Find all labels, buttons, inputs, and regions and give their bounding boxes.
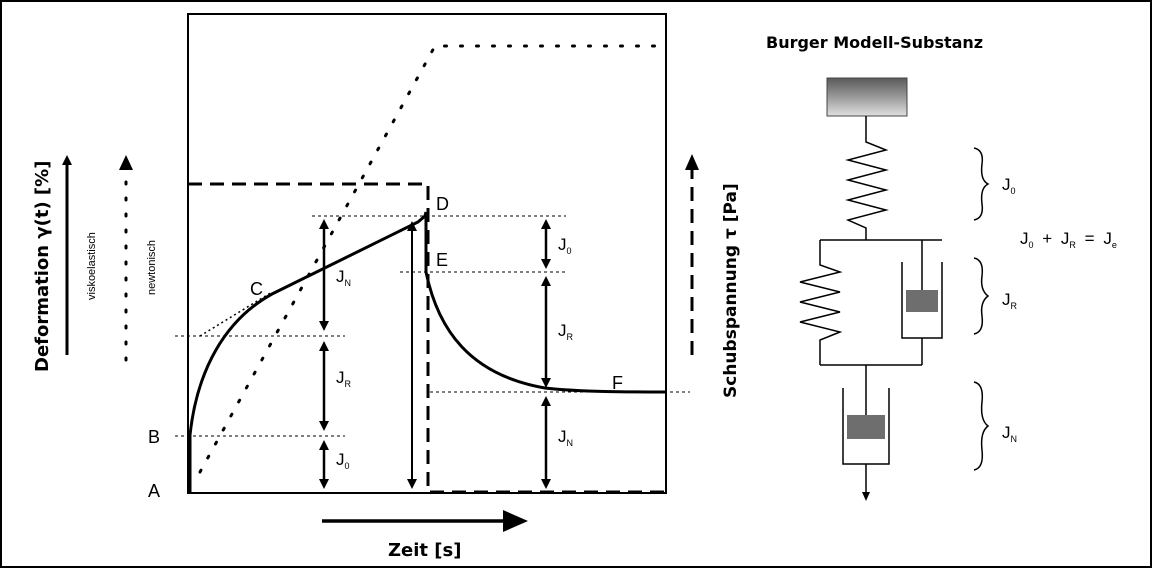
svg-text:JR: JR [1002, 290, 1018, 311]
reference-lines [175, 215, 690, 437]
point-f-label: F [612, 373, 623, 393]
spring-j0 [845, 116, 889, 240]
svg-text:J0 + JR =: J0 + JR = Je [1020, 229, 1117, 252]
tangent-extension-line [199, 291, 273, 337]
svg-text:JN: JN [336, 267, 351, 288]
label-j0-left: J0 [336, 450, 350, 471]
y-right-label: Schubspannung τ [Pa] [721, 183, 741, 398]
model-label-jn: JN [1002, 423, 1017, 444]
label-jn-left: JN [336, 267, 351, 288]
plot-frame [187, 13, 667, 494]
stress-axis-arrowhead [685, 154, 699, 170]
model-title: Burger Modell-Substanz [766, 33, 983, 52]
model-label-jr: JR [1002, 290, 1018, 311]
svg-text:J0: J0 [1002, 175, 1016, 196]
brace-jn [973, 381, 990, 471]
svg-text:JN: JN [1002, 423, 1017, 444]
label-jr-right: JR [558, 321, 574, 342]
point-d-label: D [436, 194, 449, 214]
time-axis-arrowhead [503, 510, 528, 532]
fixed-wall [826, 77, 908, 117]
svg-text:JN: JN [558, 427, 573, 448]
point-b-label: B [148, 427, 160, 447]
y-left-label: Deformation γ(t) [%] [32, 161, 53, 372]
dotted-axis-arrowhead [119, 155, 133, 170]
label-j0-right: J0 [558, 235, 572, 256]
maxwell-dashpot [842, 388, 890, 501]
svg-text:JR: JR [336, 368, 352, 389]
svg-text:J0: J0 [558, 235, 572, 256]
newtonisch-label: newtonisch [146, 240, 158, 295]
compliance-equation: J0 + JR = Je [1020, 229, 1117, 252]
svg-text:J0: J0 [336, 450, 350, 471]
newtonian-ramp-line [198, 44, 666, 474]
brace-j0 [973, 147, 990, 221]
recovery-curve [424, 214, 666, 394]
point-a-label: A [148, 481, 160, 501]
point-e-label: E [436, 250, 448, 270]
svg-text:JR: JR [558, 321, 574, 342]
label-jn-right: JN [558, 427, 573, 448]
model-label-j0: J0 [1002, 175, 1016, 196]
brace-jr [973, 257, 990, 335]
label-jr-left: JR [336, 368, 352, 389]
stress-pulse-line [188, 182, 666, 494]
viskoelastisch-label: viskoelastisch [86, 232, 98, 300]
x-axis-label: Zeit [s] [388, 540, 461, 561]
kelvin-spring [799, 240, 843, 365]
creep-curve [188, 211, 428, 492]
kelvin-dashpot [901, 240, 943, 365]
point-c-label: C [250, 279, 263, 299]
